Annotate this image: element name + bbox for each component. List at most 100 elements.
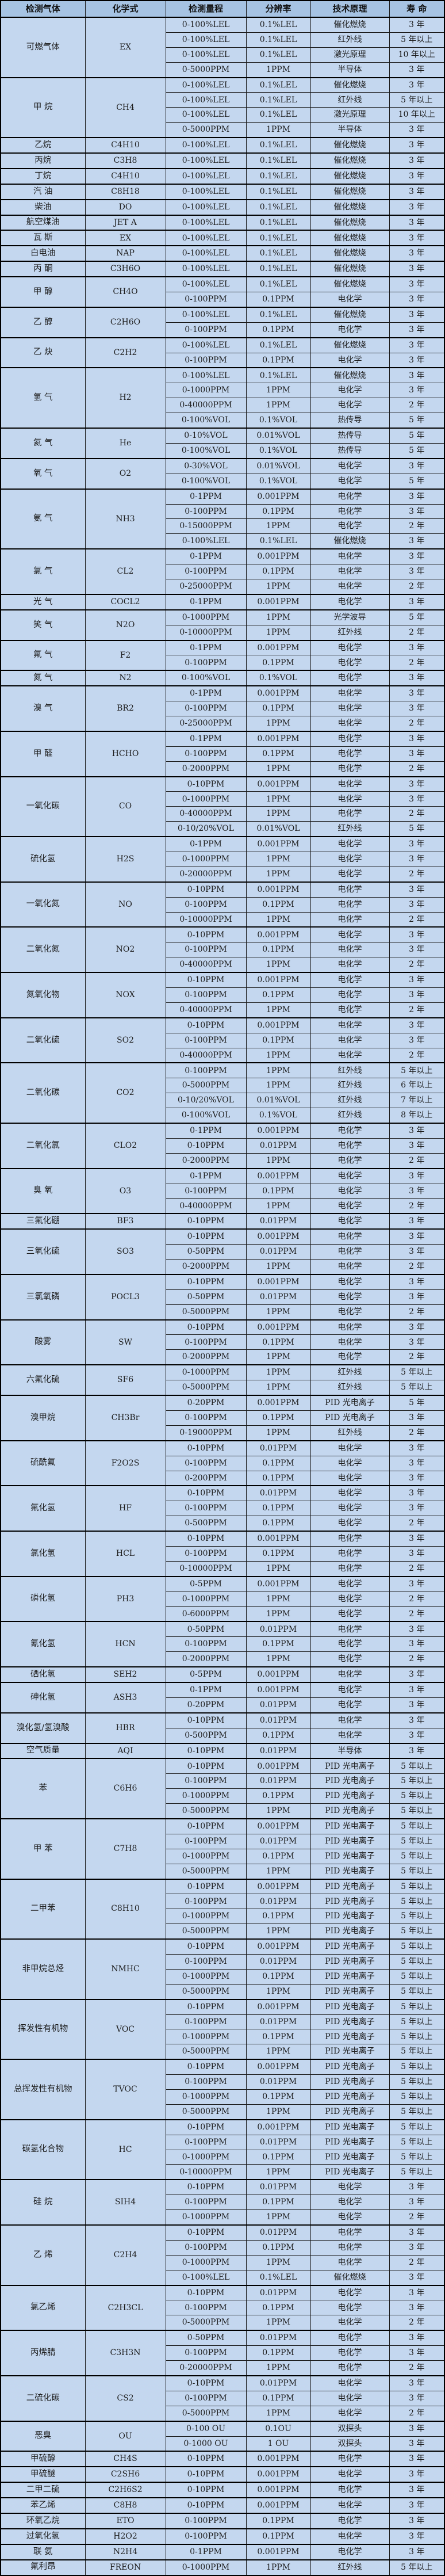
lifespan-cell: 3 年	[389, 1289, 445, 1305]
range-cell: 0-100%LEL	[165, 230, 247, 246]
gas-name-cell: 苯	[0, 1758, 86, 1819]
lifespan-cell: 2 年	[389, 761, 445, 777]
formula-cell: PH3	[85, 1575, 166, 1622]
resolution-cell: 0.1%VOL	[245, 670, 311, 686]
principle-cell: 激光原理	[310, 107, 390, 123]
resolution-cell: 0.1%LEL	[245, 92, 311, 108]
gas-name-cell: 硫酰氟	[0, 1440, 86, 1486]
principle-cell: 电化学	[310, 730, 390, 747]
range-cell: 0-100PPM	[165, 1636, 247, 1653]
lifespan-cell: 5 年以上	[389, 2104, 445, 2120]
resolution-cell: 0.001PPM	[245, 2466, 311, 2483]
lifespan-cell: 3 年	[389, 746, 445, 762]
principle-cell: 电化学	[310, 911, 390, 928]
principle-cell: 电化学	[310, 1440, 390, 1456]
range-cell: 0-100%VOL	[165, 442, 247, 459]
principle-cell: 电化学	[310, 1349, 390, 1365]
gas-name-cell: 砷化氢	[0, 1681, 86, 1713]
resolution-cell: 0.001PPM	[245, 685, 311, 702]
principle-cell: 电化学	[310, 2195, 390, 2211]
resolution-cell: 0.1%VOL	[245, 413, 311, 429]
table-row: 0-10000PPM 1PPM PID 光电离子 5 年以上	[1, 2164, 445, 2180]
resolution-cell: 0.1%LEL	[245, 199, 311, 216]
principle-cell: 热传导	[310, 428, 390, 444]
resolution-cell: 0.1PPM	[245, 1727, 311, 1744]
gas-name-cell: 一氧化氮	[0, 881, 86, 928]
table-row: 0-1000PPM 1PPM 电化学 3 年	[1, 851, 445, 867]
resolution-cell: 1PPM	[245, 1259, 311, 1275]
lifespan-cell: 5 年以上	[389, 1909, 445, 1925]
principle-cell: PID 光电离子	[310, 1998, 390, 2015]
lifespan-cell: 2 年	[389, 1606, 445, 1622]
range-cell: 0-25000PPM	[165, 715, 247, 732]
table-row: 二氧化碳 CO2 0-100PPM 1PPM 红外线 5 年以上	[0, 1062, 445, 1124]
resolution-cell: 0.1PPM	[245, 503, 311, 520]
lifespan-cell: 3 年	[389, 1575, 445, 1592]
table-row: 氦 气 He 0-10%VOL 0.01%VOL 热传导 5 年	[0, 428, 445, 459]
principle-cell: PID 光电离子	[310, 1938, 390, 1955]
formula-cell: HCHO	[85, 730, 166, 777]
range-cell: 0-1000PPM	[165, 383, 247, 399]
gas-name-cell: 挥发性有机物	[0, 1998, 86, 2060]
lifespan-cell: 3 年	[389, 1470, 445, 1486]
table-row: 白电油 NAP 0-100%LEL 0.1%LEL 催化燃烧 3 年	[0, 245, 445, 262]
range-cell: 0-10PPM	[165, 2451, 247, 2467]
range-cell: 0-30%VOL	[165, 457, 247, 474]
lifespan-cell: 3 年	[389, 137, 445, 154]
range-cell: 0-10000PPM	[165, 624, 247, 641]
range-cell: 0-100PPM	[165, 2528, 247, 2545]
table-row: 0-50PPM 0.01PPM 电化学 3 年	[1, 1244, 445, 1260]
principle-cell: 催化燃烧	[310, 183, 390, 200]
principle-cell: 电化学	[310, 1455, 390, 1471]
table-row: 二甲二硫 C2H6S2 0-10PPM 0.001PPM 电化学 3 年	[0, 2482, 445, 2498]
lifespan-cell: 3 年	[389, 1213, 445, 1230]
gas-name-cell: 二氧化氯	[0, 1123, 86, 1169]
range-cell: 0-10PPM	[165, 1758, 247, 1774]
resolution-cell: 0.1PPM	[245, 352, 311, 368]
range-cell: 0-1000PPM	[165, 2209, 247, 2226]
table-row: 0-1000PPM 0.1PPM PID 光电离子 5 年以上	[1, 1968, 445, 1985]
principle-cell: 电化学	[310, 2405, 390, 2422]
resolution-cell: 0.1PPM	[245, 1545, 311, 1562]
gas-name-cell: 氢 气	[0, 367, 86, 429]
formula-cell: C7H8	[85, 1818, 166, 1880]
range-cell: 0-100%LEL	[165, 32, 247, 48]
resolution-cell: 1PPM	[245, 2209, 311, 2226]
range-cell: 0-100PPM	[165, 746, 247, 762]
table-row: 笑 气 N2O 0-1000PPM 1PPM 光学波导 5 年	[0, 609, 445, 641]
table-row: 0-5000PPM 1PPM 红外线 5 年以上	[1, 1380, 445, 1396]
range-cell: 0-500PPM	[165, 1516, 247, 1532]
range-cell: 0-50PPM	[165, 1621, 247, 1638]
resolution-cell: 0.1PPM	[245, 1455, 311, 1471]
principle-cell: PID 光电离子	[310, 2029, 390, 2045]
principle-cell: 电化学	[310, 866, 390, 883]
range-cell: 0-100PPM	[165, 2345, 247, 2361]
resolution-cell: 1PPM	[245, 2360, 311, 2376]
lifespan-cell: 5 年以上	[389, 2559, 445, 2576]
table-row: 一氧化碳 CO 0-10PPM 0.001PPM 电化学 3 年	[0, 776, 445, 837]
resolution-cell: 0.1PPM	[245, 2149, 311, 2165]
lifespan-cell: 3 年	[389, 367, 445, 384]
table-row: 0-40000PPM 1PPM 电化学 2 年	[1, 1002, 445, 1018]
principle-cell: 电化学	[310, 1273, 390, 1290]
range-cell: 0-100%LEL	[165, 16, 247, 33]
principle-cell: PID 光电离子	[310, 1788, 390, 1804]
resolution-cell: 0.01%VOL	[245, 821, 311, 837]
lifespan-cell: 2 年	[389, 1259, 445, 1275]
range-cell: 0-100PPM	[165, 1954, 247, 1970]
lifespan-cell: 2 年	[389, 624, 445, 641]
formula-cell: CO2	[85, 1062, 166, 1124]
lifespan-cell: 5 年以上	[389, 1833, 445, 1849]
range-cell: 0-10PPM	[165, 776, 247, 792]
lifespan-cell: 3 年	[389, 1183, 445, 1199]
table-row: 丙烯腈 C3H3N 0-50PPM 0.01PPM 电化学 3 年	[0, 2330, 445, 2376]
principle-cell: 催化燃烧	[310, 2269, 390, 2286]
principle-cell: 电化学	[310, 1606, 390, 1622]
resolution-cell: 0.1%LEL	[245, 214, 311, 231]
gas-name-cell: 苯乙烯	[0, 2497, 86, 2514]
principle-cell: 电化学	[310, 1259, 390, 1275]
formula-cell: N2O	[85, 609, 166, 641]
lifespan-cell: 3 年	[389, 383, 445, 399]
gas-name-cell: 氦 气	[0, 428, 86, 459]
range-cell: 0-100 OU	[165, 2420, 247, 2437]
